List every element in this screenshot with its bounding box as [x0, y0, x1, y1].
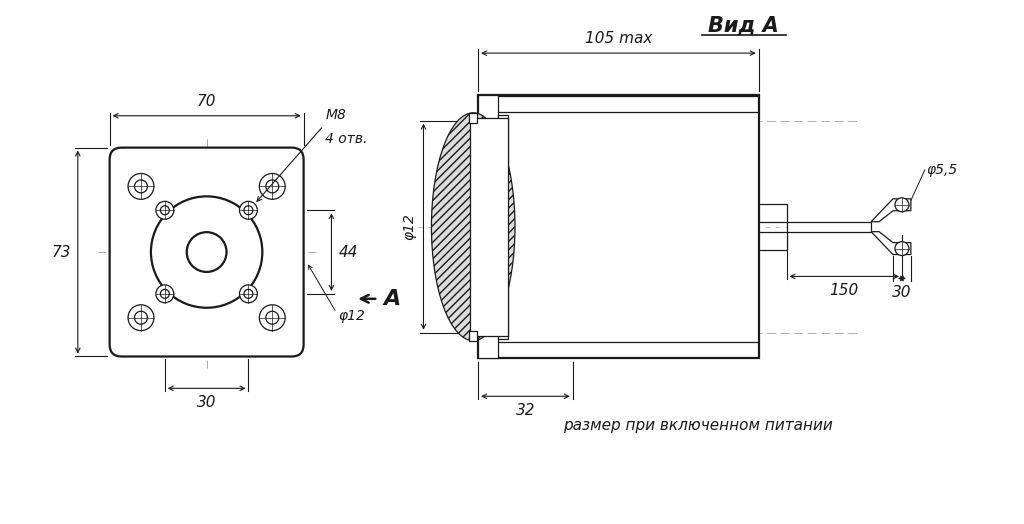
Circle shape	[895, 242, 909, 256]
Circle shape	[128, 305, 154, 331]
Circle shape	[240, 201, 257, 219]
Circle shape	[240, 285, 257, 303]
Text: 70: 70	[197, 94, 216, 109]
Bar	[759, 232, 786, 249]
Circle shape	[156, 285, 174, 303]
Text: M8: M8	[326, 108, 346, 122]
Circle shape	[128, 173, 154, 199]
Bar	[478, 95, 759, 358]
Bar	[479, 96, 758, 112]
Circle shape	[134, 180, 147, 193]
Text: 105 max: 105 max	[585, 31, 652, 46]
FancyBboxPatch shape	[110, 148, 303, 356]
Circle shape	[151, 196, 262, 308]
Text: размер при включенном питании: размер при включенном питании	[563, 418, 833, 433]
Text: A: A	[383, 289, 400, 309]
Bar	[469, 113, 477, 123]
Circle shape	[161, 289, 169, 298]
Bar	[469, 331, 477, 341]
Circle shape	[244, 206, 253, 215]
Bar	[478, 95, 498, 358]
Bar	[470, 118, 508, 335]
Text: 150: 150	[829, 283, 859, 298]
Text: 32: 32	[516, 403, 536, 418]
Circle shape	[266, 311, 279, 324]
Circle shape	[134, 311, 147, 324]
Text: φ12: φ12	[402, 213, 417, 240]
Text: 44: 44	[338, 245, 358, 259]
Circle shape	[895, 198, 909, 212]
Text: 73: 73	[51, 245, 71, 259]
Bar	[786, 222, 871, 232]
Circle shape	[259, 173, 286, 199]
Text: 30: 30	[197, 395, 216, 410]
Text: Вид A: Вид A	[709, 15, 779, 35]
Text: φ12: φ12	[338, 309, 366, 323]
Ellipse shape	[431, 113, 515, 341]
Circle shape	[156, 201, 174, 219]
Bar	[759, 204, 786, 222]
Polygon shape	[871, 199, 911, 222]
Text: φ5,5: φ5,5	[927, 163, 958, 177]
Circle shape	[186, 232, 226, 272]
Circle shape	[259, 305, 286, 331]
Polygon shape	[871, 232, 911, 255]
Circle shape	[161, 206, 169, 215]
Bar	[479, 342, 758, 357]
Text: 30: 30	[892, 286, 911, 300]
Text: 4 отв.: 4 отв.	[326, 132, 368, 146]
Circle shape	[266, 180, 279, 193]
Circle shape	[244, 289, 253, 298]
Bar	[498, 115, 508, 339]
